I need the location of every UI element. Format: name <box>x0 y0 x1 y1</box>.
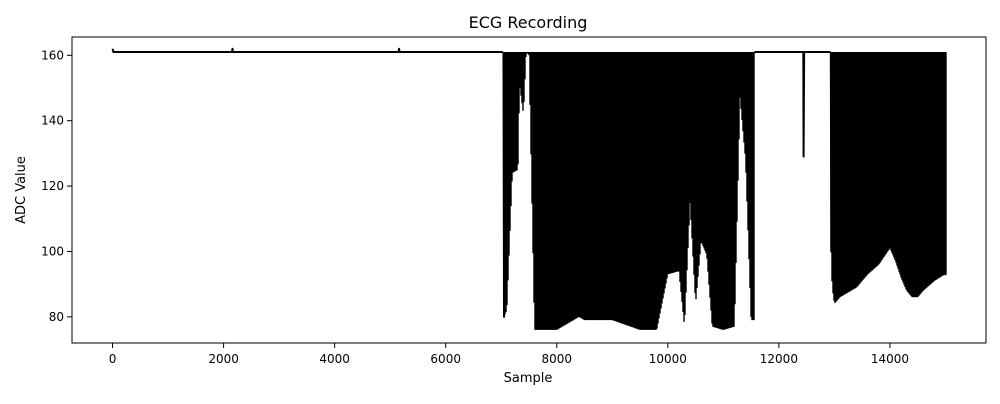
x-tick-label: 8000 <box>541 352 572 366</box>
plot-frame <box>71 36 987 344</box>
x-tick-label: 10000 <box>649 352 687 366</box>
ecg-edge-line-2 <box>829 52 833 253</box>
ecg-burst-segment-1 <box>503 52 755 330</box>
y-axis-label: ADC Value <box>14 156 29 224</box>
ecg-baseline-segment <box>111 47 503 54</box>
series-group <box>111 47 947 330</box>
x-tick-label: 12000 <box>760 352 798 366</box>
chart-title: ECG Recording <box>469 13 588 32</box>
ecg-baseline-segment-mid <box>754 51 831 158</box>
y-ticks: 80 100 120 140 160 <box>41 48 72 324</box>
x-tick-label: 2000 <box>208 352 239 366</box>
x-axis-label: Sample <box>504 371 553 386</box>
x-tick-label: 4000 <box>319 352 350 366</box>
ecg-burst-segment-2 <box>830 52 947 304</box>
y-tick-label: 100 <box>41 244 64 258</box>
ecg-edge-line-1 <box>502 52 506 318</box>
ecg-edge-line-3 <box>943 52 947 276</box>
plot-area <box>111 47 947 330</box>
x-ticks: 0 2000 4000 6000 8000 10000 12000 14000 <box>109 343 909 366</box>
x-tick-label: 0 <box>109 352 117 366</box>
x-tick-label: 14000 <box>871 352 909 366</box>
y-tick-label: 80 <box>49 310 64 324</box>
x-tick-label: 6000 <box>430 352 461 366</box>
y-tick-label: 140 <box>41 114 64 128</box>
y-tick-label: 160 <box>41 48 64 62</box>
y-tick-label: 120 <box>41 179 64 193</box>
